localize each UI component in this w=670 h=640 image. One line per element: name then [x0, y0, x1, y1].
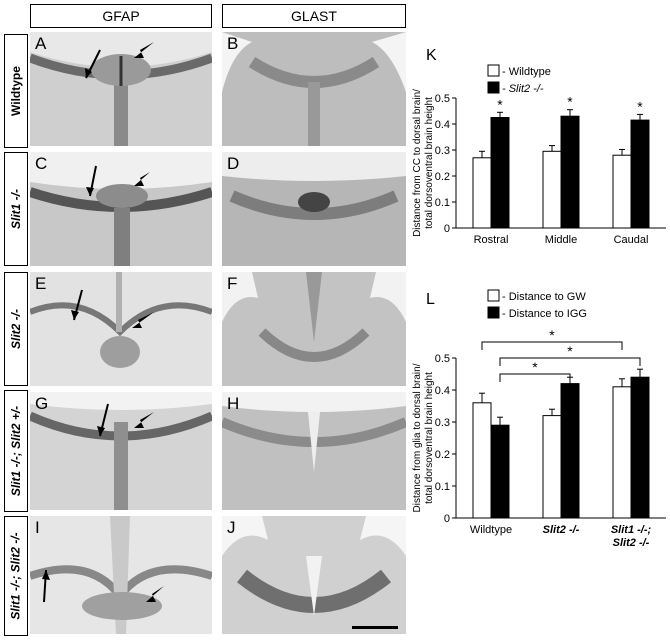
x-tick-label: Slit1 -/-;: [611, 524, 652, 536]
row-label-wildtype: Wildtype: [4, 34, 28, 148]
bar: [472, 157, 492, 229]
panel-letter-h: H: [227, 394, 240, 413]
micrograph-j-image: [222, 516, 406, 634]
significance-marker: *: [637, 98, 643, 114]
bar: [472, 402, 492, 519]
legend-label: - Distance to IGG: [502, 308, 587, 320]
bar: [542, 415, 562, 519]
panel-letter-c: C: [35, 154, 48, 173]
legend-swatch: [487, 289, 500, 302]
y-tick-label: 0.2: [435, 171, 450, 183]
x-tick-label: Rostral: [474, 234, 509, 246]
micrograph-b-image: [222, 32, 406, 146]
y-tick-label: 0: [444, 223, 450, 235]
x-tick-label: Slit2 -/-: [543, 524, 580, 536]
y-tick-label: 0.5: [435, 353, 450, 365]
micrograph-d-image: [222, 152, 406, 266]
bar: [630, 376, 650, 519]
y-tick-label: 0.1: [435, 197, 450, 209]
micrograph-panel-g: G: [30, 392, 212, 510]
legend-swatch: [487, 81, 500, 94]
micrograph-panel-c: C: [30, 152, 212, 266]
significance-marker: *: [567, 343, 573, 359]
micrograph-panel-f: F: [222, 272, 406, 386]
micrograph-panel-j: J: [222, 516, 406, 634]
bar: [490, 424, 510, 519]
legend-swatch: [487, 64, 500, 77]
micrograph-e-image: [30, 272, 212, 386]
micrograph-h-image: [222, 392, 406, 510]
scale-bar: [352, 626, 398, 629]
y-axis-label: Distance from CC to dorsal brain/: [412, 89, 423, 237]
column-header-gfap: GFAP: [30, 4, 212, 28]
y-axis-label: Distance from glia to dorsal brain/: [412, 363, 423, 512]
bar: [612, 386, 632, 519]
panel-letter-e: E: [35, 274, 47, 293]
micrograph-panel-b: B: [222, 32, 406, 146]
y-tick-label: 0.3: [435, 417, 450, 429]
x-tick-label: Caudal: [614, 234, 649, 246]
panel-letter-i: I: [35, 518, 40, 537]
panel-letter-a: A: [35, 34, 47, 53]
micrograph-i-image: [30, 516, 212, 634]
legend-label: - Slit2 -/-: [502, 83, 544, 95]
row-label-slit1-slit2het: Slit1 -/-; Slit2 +/-: [4, 390, 28, 512]
micrograph-g-image: [30, 392, 212, 510]
micrograph-panel-e: E: [30, 272, 212, 386]
bar: [630, 119, 650, 229]
legend-label: - Distance to GW: [502, 291, 586, 303]
significance-marker: *: [532, 359, 538, 375]
micrograph-panel-i: I: [30, 516, 212, 634]
bar: [560, 115, 580, 229]
column-header-glast: GLAST: [222, 4, 406, 28]
row-label-slit1: Slit1 -/-: [4, 152, 28, 266]
y-tick-label: 0.5: [435, 93, 450, 105]
micrograph-c-image: [30, 152, 212, 266]
significance-marker: *: [567, 94, 573, 110]
significance-marker: *: [549, 327, 555, 343]
panel-letter-g: G: [35, 394, 49, 413]
y-tick-label: 0.4: [435, 119, 450, 131]
y-tick-label: 0.4: [435, 385, 450, 397]
row-label-slit2: Slit2 -/-: [4, 272, 28, 386]
legend-label: - Wildtype: [502, 66, 551, 78]
significance-bracket: [481, 341, 623, 350]
bar: [612, 154, 632, 229]
bar: [560, 383, 580, 519]
chart-panel-letter: L: [426, 291, 435, 308]
bar: [542, 150, 562, 229]
panel-letter-d: D: [227, 154, 240, 173]
y-tick-label: 0: [444, 513, 450, 525]
chart-k: K - Wildtype - Slit2 -/- 0 0.1 0.2 0.3 0.4 0.5 Di…: [412, 47, 666, 246]
y-axis-label: total dorsoventral brain height: [424, 372, 435, 504]
significance-marker: *: [497, 96, 503, 112]
panel-letter-b: B: [227, 34, 239, 53]
significance-bracket: [499, 357, 641, 366]
x-tick-label: Slit2 -/-: [613, 537, 650, 549]
y-tick-label: 0.2: [435, 449, 450, 461]
x-tick-label: Wildtype: [470, 524, 512, 536]
micrograph-panel-a: A: [30, 32, 212, 146]
micrograph-panel-d: D: [222, 152, 406, 266]
y-tick-label: 0.3: [435, 145, 450, 157]
panel-letter-f: F: [227, 274, 238, 293]
bar: [490, 117, 510, 229]
micrograph-a-image: [30, 32, 212, 146]
micrograph-panel-h: H: [222, 392, 406, 510]
significance-bracket: [499, 373, 571, 382]
panel-letter-j: J: [227, 518, 236, 537]
chart-panel-letter: K: [426, 47, 437, 64]
row-label-slit1-slit2: Slit1 -/-; Slit2 -/-: [4, 516, 28, 636]
chart-l: L - Distance to GW - Distance to IGG 0 0.1 0.…: [412, 289, 666, 549]
legend-swatch: [487, 306, 500, 319]
x-tick-label: Middle: [545, 234, 577, 246]
y-axis-label: total dorsoventral brain height: [424, 97, 435, 229]
y-tick-label: 0.1: [435, 481, 450, 493]
micrograph-f-image: [222, 272, 406, 386]
